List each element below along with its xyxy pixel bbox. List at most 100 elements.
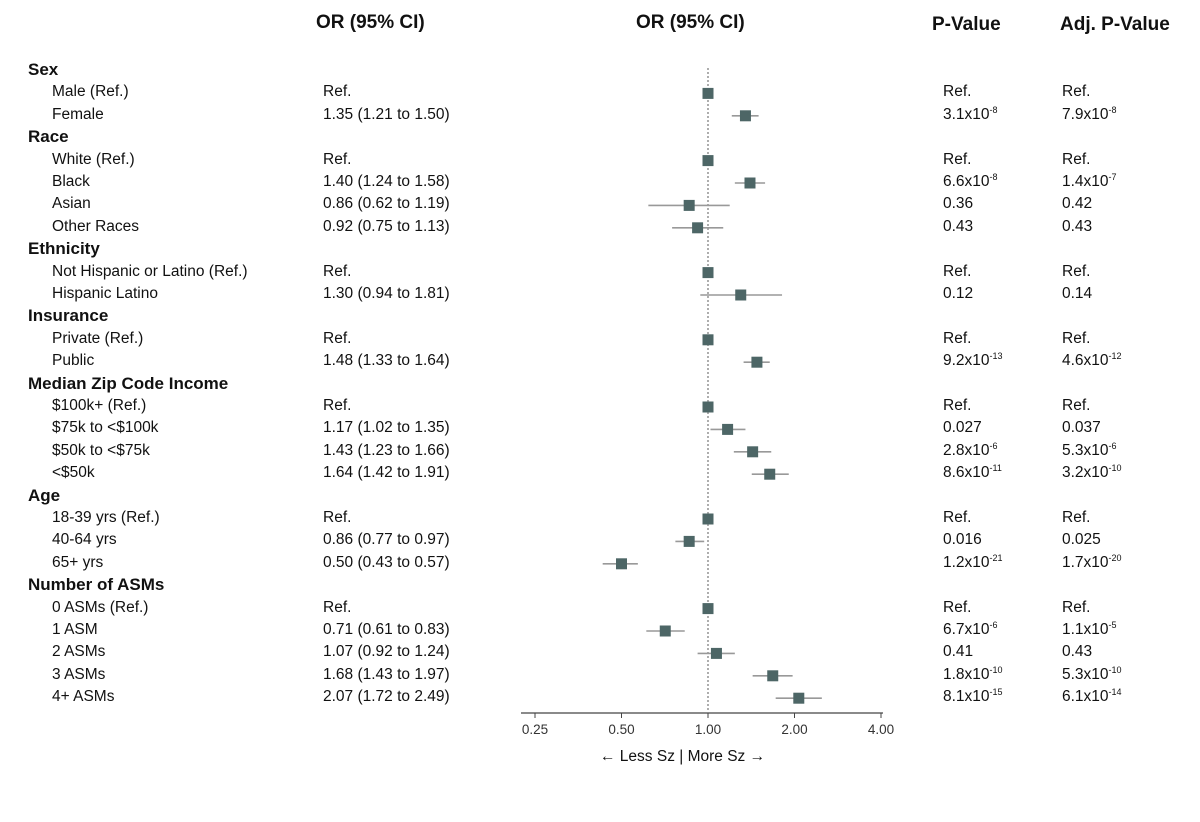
- or-marker: [735, 289, 747, 301]
- group-label: Number of ASMs: [28, 575, 165, 595]
- or-ci-text: 2.07 (1.72 to 2.49): [323, 688, 450, 706]
- adj-p-value: 4.6x10-12: [1062, 351, 1122, 370]
- p-value: 0.36: [943, 195, 974, 213]
- p-value: 1.2x10-21: [943, 552, 1003, 571]
- row-label: Black: [52, 173, 90, 190]
- row-label: Other Races: [52, 217, 140, 235]
- adj-p-value: Ref.: [1062, 262, 1091, 280]
- or-ci-text: Ref.: [323, 598, 352, 616]
- or-marker: [767, 670, 779, 682]
- adj-p-value: 0.43: [1062, 217, 1093, 235]
- p-value: 3.1x10-8: [943, 104, 998, 123]
- p-value: Ref.: [943, 329, 972, 347]
- adj-p-value: 1.7x10-20: [1062, 552, 1122, 571]
- or-ci-text: Ref.: [323, 83, 352, 101]
- axis-direction-note: ← Less Sz | More Sz →: [600, 748, 766, 765]
- header-adj-p-value: Adj. P-Value: [1060, 14, 1170, 35]
- row-label: 40-64 yrs: [52, 531, 117, 549]
- row-label: Asian: [52, 195, 91, 213]
- row-label: Public: [52, 352, 95, 370]
- adj-p-value: 5.3x10-6: [1062, 440, 1117, 459]
- or-marker: [793, 692, 805, 704]
- adj-p-value: 0.025: [1062, 531, 1101, 549]
- or-marker: [702, 513, 714, 525]
- or-ci-text: 1.43 (1.23 to 1.66): [323, 441, 450, 459]
- or-ci-text: 0.86 (0.77 to 0.97): [323, 531, 450, 549]
- adj-p-value: 1.4x10-7: [1062, 171, 1117, 190]
- p-value: 8.6x10-11: [943, 463, 1002, 482]
- adj-p-value: 5.3x10-10: [1062, 664, 1122, 683]
- x-tick-label: 0.50: [608, 722, 634, 737]
- row-label: Male (Ref.): [52, 83, 129, 101]
- header-or-text: OR (95% CI): [316, 12, 425, 33]
- row-label: 0 ASMs (Ref.): [52, 598, 149, 616]
- header-or-plot: OR (95% CI): [636, 12, 745, 33]
- adj-p-value: 0.14: [1062, 285, 1093, 302]
- p-value: Ref.: [943, 150, 972, 168]
- p-value: 1.8x10-10: [943, 664, 1003, 683]
- or-marker: [744, 177, 756, 189]
- or-marker: [722, 423, 734, 435]
- p-value: 8.1x10-15: [943, 687, 1003, 706]
- row-label: 65+ yrs: [52, 553, 104, 571]
- adj-p-value: 7.9x10-8: [1062, 104, 1117, 123]
- x-tick-label: 2.00: [781, 722, 807, 737]
- or-ci-text: 1.30 (0.94 to 1.81): [323, 285, 450, 302]
- header-p-value: P-Value: [932, 14, 1001, 35]
- p-value: 0.41: [943, 643, 974, 661]
- p-value: 0.016: [943, 531, 982, 549]
- adj-p-value: Ref.: [1062, 150, 1091, 168]
- or-ci-text: 1.35 (1.21 to 1.50): [323, 105, 450, 123]
- row-label: 18-39 yrs (Ref.): [52, 509, 160, 526]
- p-value: 2.8x10-6: [943, 440, 998, 459]
- or-ci-text: 0.50 (0.43 to 0.57): [323, 553, 450, 571]
- adj-p-value: 0.037: [1062, 419, 1101, 437]
- row-label: 2 ASMs: [52, 643, 106, 661]
- adj-p-value: 1.1x10-5: [1062, 619, 1117, 638]
- or-marker: [747, 446, 759, 458]
- p-value: 0.43: [943, 217, 974, 235]
- or-ci-text: Ref.: [323, 262, 352, 280]
- adj-p-value: Ref.: [1062, 598, 1091, 616]
- or-marker: [683, 199, 695, 211]
- adj-p-value: 0.43: [1062, 643, 1093, 661]
- p-value: 9.2x10-13: [943, 351, 1003, 370]
- row-label: Private (Ref.): [52, 329, 144, 347]
- or-marker: [702, 267, 714, 279]
- group-label: Age: [28, 485, 61, 505]
- p-value: Ref.: [943, 509, 972, 526]
- group-label: Ethnicity: [28, 239, 100, 259]
- row-label: $100k+ (Ref.): [52, 397, 147, 414]
- or-marker: [702, 603, 714, 615]
- p-value: 0.12: [943, 285, 974, 302]
- adj-p-value: 0.42: [1062, 195, 1093, 213]
- p-value: Ref.: [943, 598, 972, 616]
- adj-p-value: 6.1x10-14: [1062, 687, 1122, 706]
- or-marker: [702, 87, 714, 99]
- or-ci-text: 1.40 (1.24 to 1.58): [323, 173, 450, 190]
- or-marker: [616, 558, 627, 570]
- x-tick-label: 0.25: [522, 722, 548, 737]
- row-label: <$50k: [52, 464, 95, 482]
- or-ci-text: 0.71 (0.61 to 0.83): [323, 621, 450, 638]
- or-ci-text: Ref.: [323, 150, 352, 168]
- or-ci-text: Ref.: [323, 329, 352, 347]
- adj-p-value: Ref.: [1062, 397, 1091, 414]
- or-marker: [710, 647, 722, 659]
- group-label: Insurance: [28, 306, 109, 326]
- or-marker: [702, 401, 714, 413]
- or-ci-text: 1.48 (1.33 to 1.64): [323, 352, 450, 370]
- or-ci-text: 0.92 (0.75 to 1.13): [323, 217, 450, 235]
- group-label: Sex: [28, 60, 59, 79]
- x-tick-label: 1.00: [695, 722, 721, 737]
- row-label: 4+ ASMs: [52, 688, 115, 706]
- p-value: 6.6x10-8: [943, 171, 998, 190]
- adj-p-value: 3.2x10-10: [1062, 463, 1122, 482]
- or-marker: [659, 625, 671, 637]
- or-marker: [692, 222, 704, 234]
- group-label: Median Zip Code Income: [28, 373, 229, 393]
- adj-p-value: Ref.: [1062, 509, 1091, 526]
- group-label: Race: [28, 127, 69, 147]
- p-value: Ref.: [943, 83, 972, 101]
